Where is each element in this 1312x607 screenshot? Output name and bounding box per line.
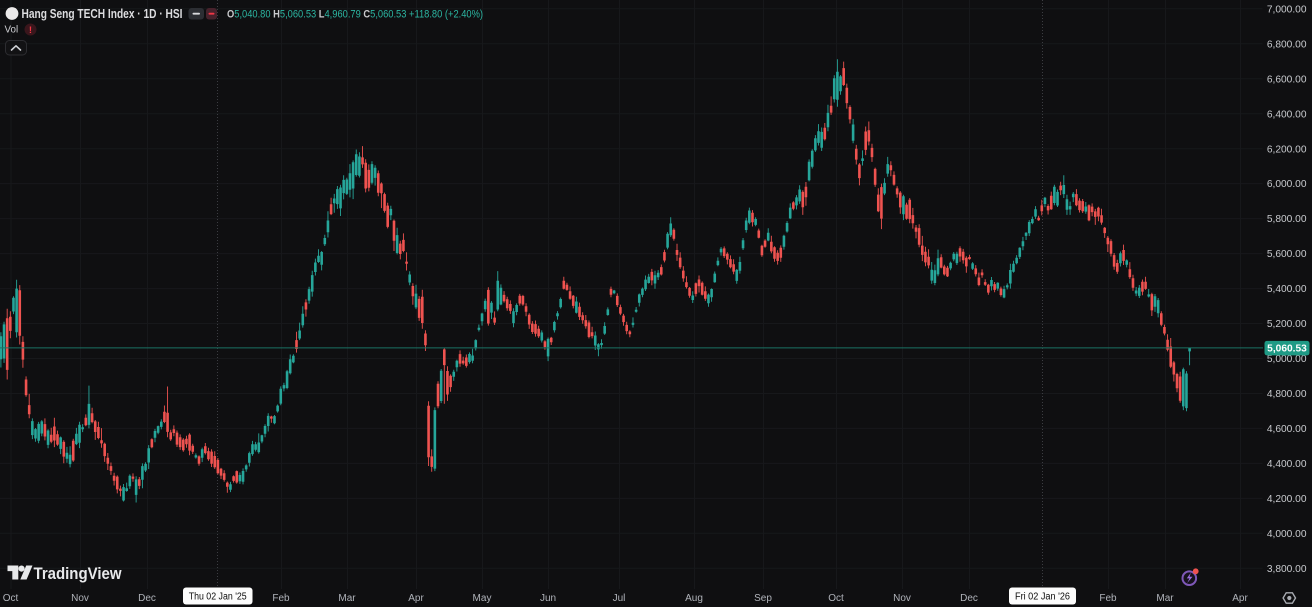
svg-text:6,000.00: 6,000.00 bbox=[1267, 179, 1307, 190]
svg-text:Mar: Mar bbox=[338, 593, 356, 604]
svg-text:Fri 02 Jan '26: Fri 02 Jan '26 bbox=[1015, 591, 1070, 602]
svg-text:Mar: Mar bbox=[1156, 593, 1174, 604]
svg-text:Nov: Nov bbox=[893, 593, 911, 604]
svg-text:4,400.00: 4,400.00 bbox=[1267, 459, 1307, 470]
svg-text:Vol: Vol bbox=[5, 25, 19, 36]
svg-text:5,060.53: 5,060.53 bbox=[1267, 344, 1307, 355]
svg-text:Jul: Jul bbox=[613, 593, 626, 604]
svg-text:5,800.00: 5,800.00 bbox=[1267, 214, 1307, 225]
svg-text:5,200.00: 5,200.00 bbox=[1267, 319, 1307, 330]
svg-text:May: May bbox=[473, 593, 492, 604]
svg-text:Oct: Oct bbox=[3, 593, 19, 604]
svg-text:Aug: Aug bbox=[685, 593, 703, 604]
svg-text:Jun: Jun bbox=[540, 593, 556, 604]
svg-text:4,000.00: 4,000.00 bbox=[1267, 529, 1307, 540]
svg-text:Feb: Feb bbox=[1099, 593, 1117, 604]
svg-text:4,800.00: 4,800.00 bbox=[1267, 389, 1307, 400]
svg-text:Hang Seng TECH Index · 1D · HS: Hang Seng TECH Index · 1D · HSI bbox=[22, 6, 183, 21]
svg-text:Oct: Oct bbox=[828, 593, 844, 604]
svg-text:!: ! bbox=[29, 25, 32, 36]
svg-text:5,000.00: 5,000.00 bbox=[1267, 354, 1307, 365]
svg-text:Feb: Feb bbox=[272, 593, 290, 604]
svg-text:5,400.00: 5,400.00 bbox=[1267, 284, 1307, 295]
svg-text:Dec: Dec bbox=[138, 593, 156, 604]
svg-text:TradingView: TradingView bbox=[34, 565, 122, 583]
svg-text:3,800.00: 3,800.00 bbox=[1267, 564, 1307, 575]
svg-text:O5,040.80 H5,060.53 L4,960.79: O5,040.80 H5,060.53 L4,960.79 C5,060.53 … bbox=[227, 9, 483, 21]
svg-text:Nov: Nov bbox=[71, 593, 89, 604]
svg-text:Apr: Apr bbox=[408, 593, 424, 604]
svg-text:6,400.00: 6,400.00 bbox=[1267, 109, 1307, 120]
svg-text:5,600.00: 5,600.00 bbox=[1267, 249, 1307, 260]
svg-text:7,000.00: 7,000.00 bbox=[1267, 4, 1307, 15]
svg-text:4,600.00: 4,600.00 bbox=[1267, 424, 1307, 435]
svg-text:6,200.00: 6,200.00 bbox=[1267, 144, 1307, 155]
svg-text:Apr: Apr bbox=[1232, 593, 1248, 604]
svg-text:6,600.00: 6,600.00 bbox=[1267, 74, 1307, 85]
svg-text:6,800.00: 6,800.00 bbox=[1267, 39, 1307, 50]
svg-text:Thu 02 Jan '25: Thu 02 Jan '25 bbox=[189, 591, 247, 602]
svg-text:4,200.00: 4,200.00 bbox=[1267, 494, 1307, 505]
svg-text:Dec: Dec bbox=[960, 593, 978, 604]
svg-text:Sep: Sep bbox=[754, 593, 772, 604]
